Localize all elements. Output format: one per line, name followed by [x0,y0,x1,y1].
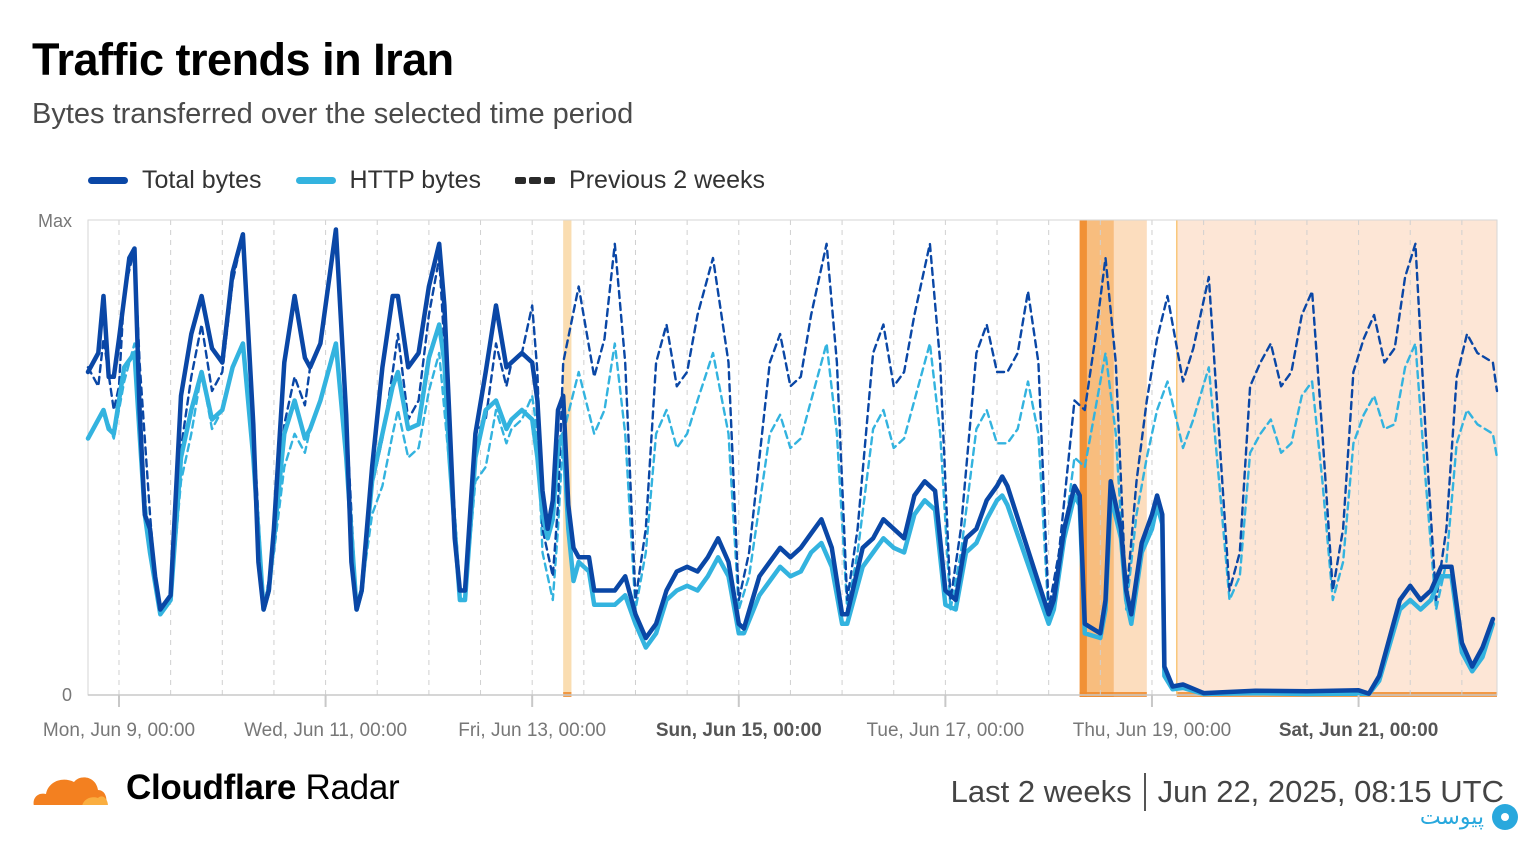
chart-series [85,227,1499,697]
cloudflare-cloud-icon [32,777,108,807]
legend-label-http: HTTP bytes [349,166,482,194]
y-axis-label-max: Max [38,211,72,231]
series-line-previous-2-weeks-total-bytes [86,228,1499,611]
chart-subtitle: Bytes transferred over the selected time… [32,98,634,130]
cloudflare-radar-logo[interactable]: Cloudflare Radar [30,768,400,808]
x-tick-label-5: Thu, Jun 19, 00:00 [1073,720,1231,741]
traffic-chart: Max 0 Mon, Jun 9, 00:00 Wed, Jun 11, 00:00… [38,211,1499,741]
chart-meta: Last 2 weeks Jun 22, 2025, 08:15 UTC [951,773,1504,811]
x-tick-label-4: Tue, Jun 17, 00:00 [867,720,1025,741]
x-tick-label-1: Wed, Jun 11, 00:00 [244,720,407,741]
legend-swatch-previous [515,177,556,184]
chart-legend: Total bytes HTTP bytes Previous 2 weeks [88,166,799,195]
legend-item-total-bytes[interactable]: Total bytes [88,166,262,195]
annotation-band-3 [1079,220,1087,695]
watermark: پیوست [1420,804,1518,830]
annotation-band-4 [1176,220,1497,695]
x-tick-label-6: Sat, Jun 21, 00:00 [1279,720,1438,741]
x-tick-label-3: Sun, Jun 15, 00:00 [656,720,822,741]
y-axis-label-zero: 0 [62,685,72,705]
watermark-text: پیوست [1419,804,1484,830]
meta-divider [1143,773,1146,811]
legend-label-previous: Previous 2 weeks [569,166,765,194]
x-tick-labels: Mon, Jun 9, 00:00 Wed, Jun 11, 00:00 Fri, … [43,695,1438,741]
legend-swatch-http [295,177,336,184]
timestamp: Jun 22, 2025, 08:15 UTC [1157,774,1504,809]
legend-swatch-total [88,177,128,184]
brand-name: Cloudflare Radar [126,768,400,807]
chart-title: Traffic trends in Iran [32,34,454,85]
legend-item-http-bytes[interactable]: HTTP bytes [295,166,482,195]
x-tick-label-0: Mon, Jun 9, 00:00 [43,720,195,741]
legend-item-previous[interactable]: Previous 2 weeks [515,166,765,195]
x-tick-label-2: Fri, Jun 13, 00:00 [458,720,606,741]
watermark-icon [1492,804,1518,830]
time-range: Last 2 weeks [950,774,1132,809]
series-line-total-bytes [85,227,1496,696]
legend-label-total: Total bytes [142,166,262,194]
